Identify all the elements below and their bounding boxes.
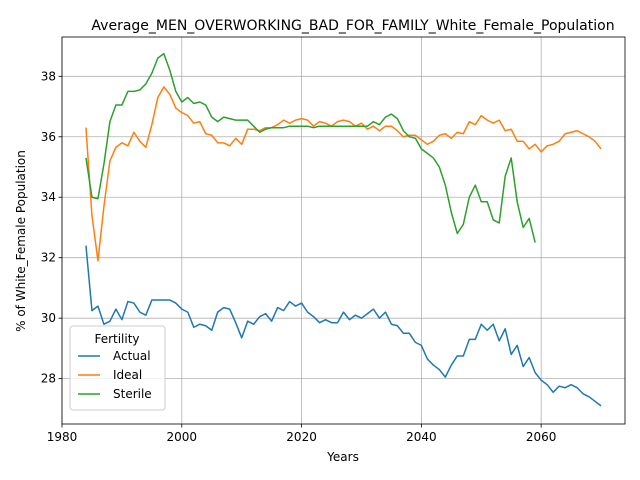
y-tick-label: 36 — [41, 130, 56, 144]
legend-label-ideal: Ideal — [113, 368, 142, 382]
data-lines — [85, 52, 602, 407]
x-axis-label: Years — [326, 450, 359, 464]
y-tick-label: 38 — [41, 69, 56, 83]
legend-title: Fertility — [94, 332, 139, 346]
chart-title: Average_MEN_OVERWORKING_BAD_FOR_FAMILY_W… — [91, 18, 614, 34]
legend-label-sterile: Sterile — [113, 387, 152, 401]
legend-entries: Actual Ideal Sterile — [78, 349, 152, 401]
y-tick-label: 34 — [41, 190, 56, 204]
x-tick-label: 2060 — [526, 430, 557, 444]
x-tick-label: 1980 — [47, 430, 78, 444]
legend-box — [69, 325, 166, 411]
x-tick-label: 2000 — [167, 430, 198, 444]
y-tick-label: 32 — [41, 251, 56, 265]
x-tick-label: 2020 — [286, 430, 317, 444]
x-tick-label: 2040 — [406, 430, 437, 444]
legend-label-actual: Actual — [113, 349, 151, 363]
grid — [61, 37, 625, 424]
series-line-actual — [85, 245, 602, 407]
plot-area-frame — [61, 36, 626, 425]
axis-ticks: 1980 2000 2020 2040 2060 28 30 32 34 36 38 — [41, 69, 557, 444]
y-axis-label: % of White_Female Population — [14, 150, 28, 332]
y-tick-label: 30 — [41, 311, 56, 325]
series-line-sterile — [85, 52, 536, 243]
y-tick-label: 28 — [41, 372, 56, 386]
series-line-ideal — [85, 86, 602, 262]
legend: Fertility Actual Ideal Sterile — [69, 325, 166, 411]
